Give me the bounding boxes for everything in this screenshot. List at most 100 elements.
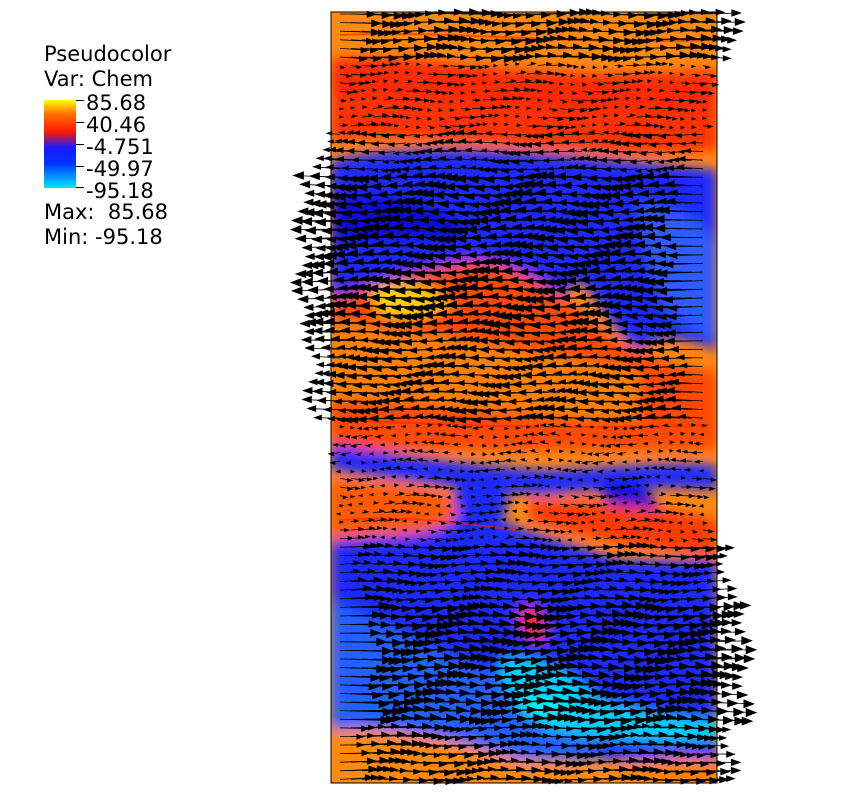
vector-head bbox=[598, 35, 610, 44]
vector-head bbox=[504, 113, 510, 118]
vector-head bbox=[660, 125, 666, 129]
vector-head bbox=[596, 469, 603, 474]
vector-head bbox=[638, 150, 647, 157]
vector-head bbox=[526, 491, 532, 496]
vector-head bbox=[325, 164, 334, 171]
vector-head bbox=[642, 526, 650, 531]
vector-head bbox=[410, 404, 420, 411]
vector-head bbox=[445, 423, 451, 428]
vector-head bbox=[531, 87, 538, 93]
vector-head bbox=[451, 424, 458, 429]
vector-head bbox=[630, 113, 637, 118]
vector-head bbox=[371, 240, 384, 249]
vector-head bbox=[523, 397, 532, 404]
vector-head bbox=[304, 344, 315, 352]
vector-head bbox=[494, 347, 505, 355]
vector-head bbox=[661, 519, 668, 524]
vector-head bbox=[510, 380, 522, 389]
vector-head bbox=[504, 63, 510, 67]
vector-head bbox=[643, 483, 649, 487]
vector-head bbox=[504, 339, 515, 346]
vector-head bbox=[463, 192, 475, 201]
vector-head bbox=[674, 133, 682, 139]
vector-head bbox=[699, 612, 712, 622]
vector-head bbox=[500, 131, 508, 137]
vector-head bbox=[394, 70, 400, 74]
vector-head bbox=[515, 426, 521, 430]
vector-head bbox=[429, 269, 442, 278]
vector-head bbox=[350, 470, 356, 474]
vector-head bbox=[632, 141, 642, 148]
vector-head bbox=[522, 500, 528, 505]
vector-head bbox=[630, 172, 643, 182]
vector-head bbox=[372, 79, 378, 84]
vector-head bbox=[302, 386, 313, 395]
vector-head bbox=[467, 129, 477, 136]
vector-head bbox=[383, 459, 389, 463]
vector-head bbox=[525, 158, 534, 165]
vector-head bbox=[514, 205, 527, 214]
vector-head bbox=[683, 538, 689, 543]
vector-head bbox=[480, 309, 491, 318]
vector-head bbox=[576, 326, 588, 334]
vector-head bbox=[369, 182, 382, 191]
vector-head bbox=[471, 291, 483, 300]
vector-head bbox=[623, 216, 634, 224]
vector-head bbox=[481, 166, 490, 173]
vector-head bbox=[581, 460, 588, 466]
vector-head bbox=[364, 443, 371, 448]
vector-head bbox=[669, 440, 676, 444]
vector-head bbox=[356, 364, 367, 372]
vector-head bbox=[500, 517, 506, 522]
vector-head bbox=[533, 424, 539, 428]
vector-head bbox=[357, 502, 363, 506]
vector-head bbox=[417, 216, 429, 225]
vector-head bbox=[387, 142, 395, 148]
vector-head bbox=[446, 191, 459, 201]
vector-head bbox=[654, 151, 662, 156]
vector-head bbox=[557, 319, 568, 327]
vector-head bbox=[411, 329, 423, 337]
vector-head bbox=[457, 529, 465, 534]
vector-head bbox=[494, 113, 501, 118]
vector-head bbox=[620, 414, 632, 423]
vector-head bbox=[584, 512, 591, 517]
vector-head bbox=[322, 259, 335, 269]
vector-head bbox=[654, 123, 661, 129]
vector-head bbox=[467, 536, 473, 540]
vector-head bbox=[502, 365, 512, 372]
vector-head bbox=[643, 70, 651, 75]
vector-head bbox=[325, 370, 336, 378]
vector-head bbox=[569, 156, 576, 161]
vector-head bbox=[424, 483, 431, 489]
vector-head bbox=[549, 81, 555, 85]
vector-head bbox=[573, 64, 580, 69]
vector-head bbox=[433, 252, 446, 262]
vector-head bbox=[425, 638, 437, 647]
vector-head bbox=[413, 133, 420, 139]
vector-head bbox=[691, 117, 697, 121]
vector-head bbox=[543, 286, 555, 296]
vector-head bbox=[368, 347, 379, 355]
vector-head bbox=[631, 285, 644, 295]
vector-head bbox=[303, 328, 314, 336]
vector-head bbox=[608, 248, 621, 258]
vector-head bbox=[416, 432, 422, 436]
vector-head bbox=[364, 534, 371, 539]
vector-head bbox=[659, 355, 669, 362]
vector-head bbox=[306, 405, 317, 412]
vector-head bbox=[534, 536, 542, 542]
vector-head bbox=[386, 181, 398, 190]
vector-head bbox=[381, 258, 392, 266]
vector-head bbox=[613, 257, 626, 266]
vector-head bbox=[332, 398, 342, 405]
vector-head bbox=[355, 319, 366, 327]
vector-head bbox=[368, 382, 378, 389]
vector-head bbox=[438, 109, 444, 113]
vector-head bbox=[425, 287, 436, 295]
vector-head bbox=[435, 396, 445, 403]
vector-head bbox=[504, 458, 511, 463]
vector-head bbox=[333, 276, 344, 284]
vector-head bbox=[625, 509, 631, 513]
vector-head bbox=[390, 304, 401, 312]
